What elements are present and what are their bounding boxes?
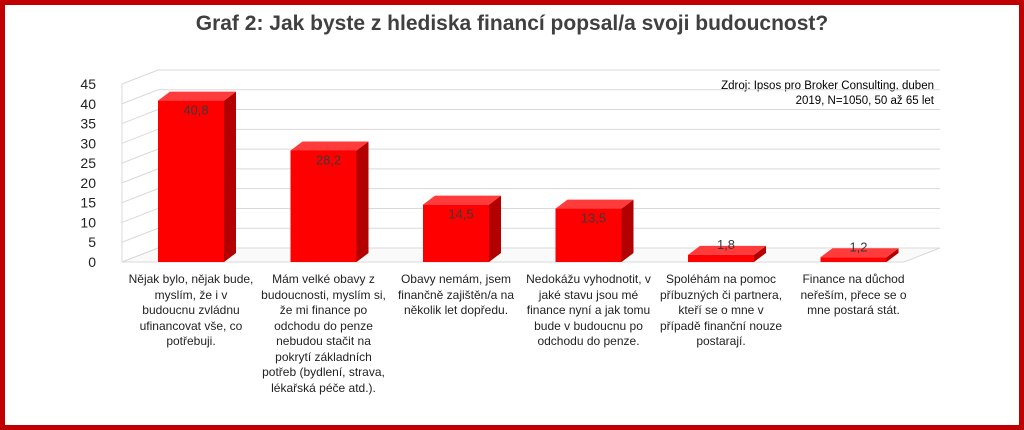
y-tick-label: 5	[88, 234, 96, 250]
y-tick-label: 0	[88, 254, 96, 270]
source-note: Zdroj: Ipsos pro Broker Consulting, dube…	[721, 80, 934, 107]
bar-side	[489, 195, 501, 262]
data-label: 28,2	[316, 152, 341, 167]
bar-top	[820, 248, 899, 258]
x-tick-label: Finance na důchod neřeším, přece se o mn…	[800, 272, 907, 317]
data-label: 13,5	[581, 211, 606, 226]
x-tick-label: Nedokážu vyhodnotit, v jaké stavu jsou m…	[526, 272, 651, 348]
gridline	[121, 148, 940, 164]
y-tick-label: 15	[80, 195, 96, 211]
bar	[423, 204, 489, 262]
bar-top	[423, 195, 501, 205]
gridline	[121, 168, 940, 184]
y-tick-label: 45	[80, 76, 96, 92]
y-tick-label: 30	[80, 135, 96, 151]
gridline	[121, 207, 940, 223]
bar	[555, 208, 622, 262]
x-tick-label: Obavy nemám, jsem finančně zajištěn/a na…	[397, 272, 515, 317]
bar-side	[356, 141, 369, 262]
x-tick-label: Spoléhám na pomoc příbuzných či partnera…	[659, 272, 783, 348]
bar-top	[290, 141, 369, 151]
bar	[290, 150, 357, 262]
y-tick-label: 40	[80, 96, 96, 112]
gridline	[121, 89, 940, 105]
y-tick-label: 20	[80, 175, 96, 191]
x-tick-label: Mám velké obavy z budoucnosti, myslím si…	[261, 272, 386, 395]
bar	[688, 254, 754, 262]
gridline	[121, 227, 940, 243]
data-label: 40,8	[183, 103, 208, 118]
gridline	[121, 109, 940, 125]
data-label: 1,2	[849, 239, 867, 254]
bar-top	[555, 199, 634, 209]
y-tick-label: 25	[80, 155, 96, 171]
bar-side	[224, 91, 236, 262]
y-tick-label: 35	[80, 116, 96, 132]
x-tick-label: Nějak bylo, nějak bude, myslím, že i v b…	[128, 272, 254, 348]
gridline	[121, 69, 940, 85]
data-label: 14,5	[448, 207, 473, 222]
bar-side	[886, 248, 899, 262]
bar-top	[688, 245, 766, 255]
gridline	[121, 128, 940, 144]
gridline	[121, 188, 940, 204]
data-label: 1,8	[717, 237, 735, 252]
bar	[158, 100, 224, 262]
y-tick-label: 10	[80, 214, 96, 230]
bar	[820, 257, 887, 262]
bar-side	[754, 245, 766, 262]
chart-title: Graf 2: Jak byste z hlediska financí pop…	[195, 12, 829, 35]
chart-floor	[121, 247, 941, 263]
bar-top	[158, 91, 236, 101]
bar-side	[621, 199, 634, 262]
